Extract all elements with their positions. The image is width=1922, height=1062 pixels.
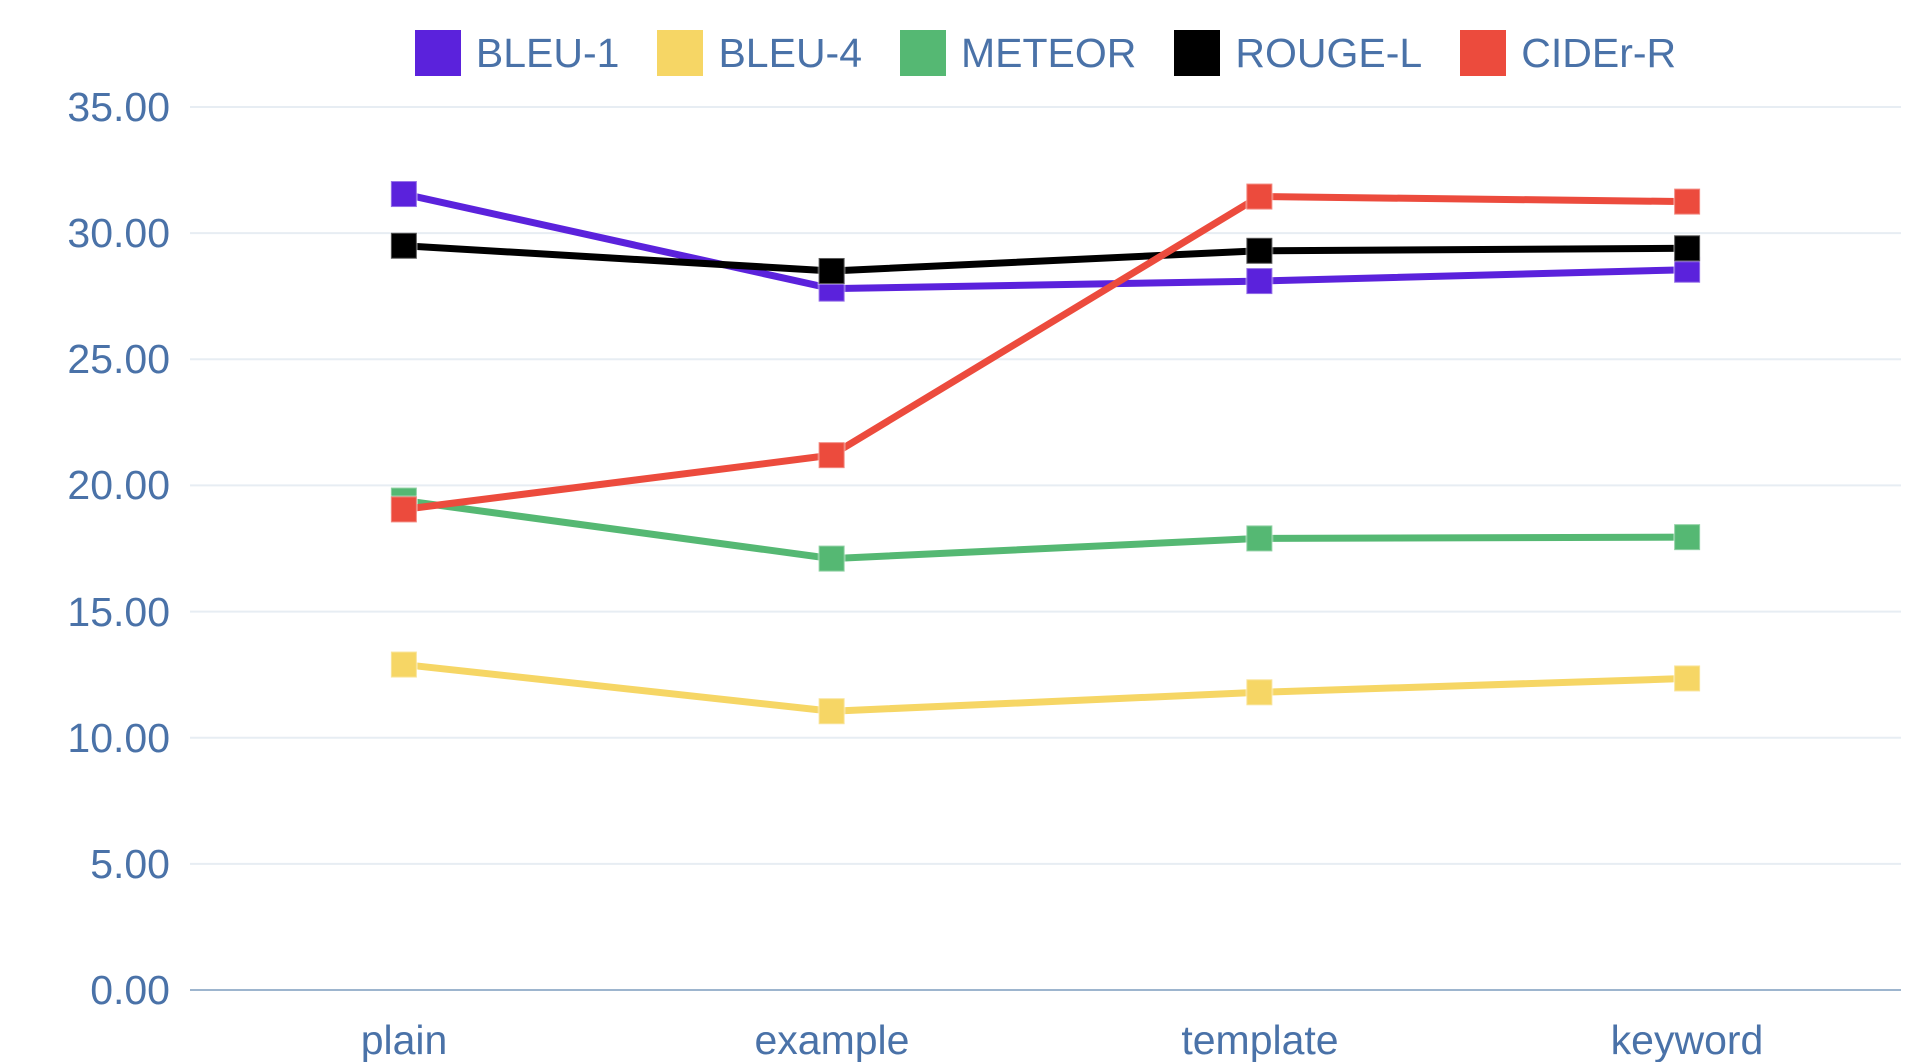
- y-axis-tick-label: 25.00: [67, 336, 170, 382]
- data-point-marker-cider-r: [1673, 187, 1702, 216]
- series-line-cider-r: [403, 193, 1688, 513]
- data-point-marker-meteor: [817, 544, 846, 573]
- legend-swatch-icon: [1174, 30, 1221, 76]
- data-point-marker-meteor: [1245, 524, 1274, 553]
- data-point-marker-bleu-1: [1245, 267, 1274, 296]
- x-axis-category-label: template: [1181, 1017, 1339, 1062]
- legend-item-cider-r[interactable]: CIDEr-R: [1460, 30, 1676, 76]
- x-axis: plain example template keyword: [0, 1018, 1922, 1062]
- data-point-marker-cider-r: [389, 495, 418, 524]
- y-axis-tick-label: 30.00: [67, 210, 170, 256]
- y-axis-tick-label: 5.00: [90, 841, 170, 887]
- data-point-marker-bleu-4: [1245, 678, 1274, 707]
- data-point-marker-rouge-l: [1245, 236, 1274, 265]
- legend-label: METEOR: [961, 30, 1137, 76]
- series-line-bleu-4: [403, 661, 1688, 715]
- legend-label: BLEU-4: [718, 30, 863, 76]
- y-axis-tick-label: 35.00: [67, 84, 170, 130]
- data-point-marker-rouge-l: [817, 256, 846, 285]
- y-axis-tick-label: 20.00: [67, 462, 170, 508]
- legend-swatch-icon: [1460, 30, 1507, 76]
- data-point-marker-bleu-1: [389, 180, 418, 209]
- y-axis: 35.00 30.00 25.00 20.00 15.00 10.00 5.00…: [0, 0, 170, 1062]
- series-line-bleu-1: [403, 190, 1688, 293]
- data-point-marker-bleu-4: [817, 697, 846, 726]
- data-point-marker-meteor: [1673, 523, 1702, 552]
- y-axis-tick-label: 0.00: [90, 967, 170, 1013]
- legend-swatch-icon: [414, 30, 461, 76]
- legend-swatch-icon: [657, 30, 704, 76]
- y-axis-tick-label: 15.00: [67, 589, 170, 635]
- x-axis-category-label: example: [754, 1017, 910, 1062]
- x-axis-category-label: plain: [360, 1017, 448, 1062]
- legend-item-rouge-l[interactable]: ROUGE-L: [1174, 30, 1422, 76]
- legend-label: BLEU-1: [475, 30, 620, 76]
- data-point-marker-rouge-l: [1673, 234, 1702, 263]
- data-point-marker-bleu-4: [389, 650, 418, 679]
- x-axis-category-label: keyword: [1610, 1017, 1764, 1062]
- series-line-meteor: [403, 497, 1688, 563]
- data-point-marker-cider-r: [817, 441, 846, 470]
- chart-legend: BLEU-1 BLEU-4 METEOR ROUGE-L CIDEr-R: [190, 30, 1901, 76]
- data-point-marker-rouge-l: [389, 231, 418, 260]
- y-axis-tick-label: 10.00: [67, 715, 170, 761]
- legend-label: ROUGE-L: [1235, 30, 1423, 76]
- legend-label: CIDEr-R: [1521, 30, 1677, 76]
- legend-item-meteor[interactable]: METEOR: [900, 30, 1136, 76]
- legend-item-bleu-1[interactable]: BLEU-1: [414, 30, 620, 76]
- legend-item-bleu-4[interactable]: BLEU-4: [657, 30, 862, 76]
- series-line-rouge-l: [403, 242, 1688, 275]
- legend-swatch-icon: [900, 30, 947, 76]
- data-point-marker-bleu-4: [1673, 664, 1702, 693]
- data-point-marker-cider-r: [1245, 182, 1274, 211]
